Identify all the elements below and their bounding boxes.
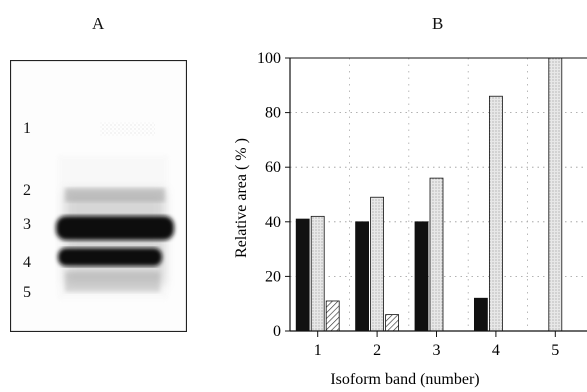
lane-label-1: 1 [23, 120, 31, 137]
bar-3-series-1 [414, 221, 429, 332]
x-tick-label: 3 [433, 342, 441, 359]
y-tick-label: 100 [257, 50, 281, 67]
y-tick-label: 60 [265, 159, 281, 176]
x-tick-label: 5 [551, 342, 559, 359]
panel-label-a: A [92, 14, 105, 33]
y-tick-label: 20 [265, 268, 281, 285]
bar-1-series-1 [295, 218, 310, 332]
bar-2-series-2 [370, 196, 385, 332]
y-tick-label: 80 [265, 105, 281, 122]
lane-label-5: 5 [23, 284, 31, 301]
bar-2-series-3 [385, 314, 400, 332]
gel-band-2 [65, 188, 165, 202]
lane-label-4: 4 [23, 254, 31, 271]
lane-label-2: 2 [23, 182, 31, 199]
x-tick-label: 1 [314, 342, 322, 359]
y-axis-title: Relative area ( % ) [233, 138, 250, 258]
y-tick-label: 40 [265, 214, 281, 231]
gel-band-3 [56, 216, 174, 240]
gel-image [10, 60, 187, 332]
bar-1-series-2 [310, 215, 325, 332]
bar-1-series-3 [325, 300, 340, 332]
bar-3-series-2 [429, 177, 444, 332]
lane-label-3: 3 [23, 216, 31, 233]
y-tick-label: 0 [273, 323, 281, 340]
x-tick-label: 2 [373, 342, 381, 359]
gel-band-4 [58, 248, 162, 266]
bar-2-series-1 [355, 221, 370, 332]
x-tick-label: 4 [492, 342, 500, 359]
gel-band-5 [65, 272, 160, 292]
bar-5-series-2 [548, 57, 563, 332]
bar-4-series-2 [488, 95, 503, 332]
bar-4-series-1 [473, 297, 488, 332]
panel-label-b: B [432, 14, 444, 33]
x-axis-title: Isoform band (number) [330, 371, 479, 388]
